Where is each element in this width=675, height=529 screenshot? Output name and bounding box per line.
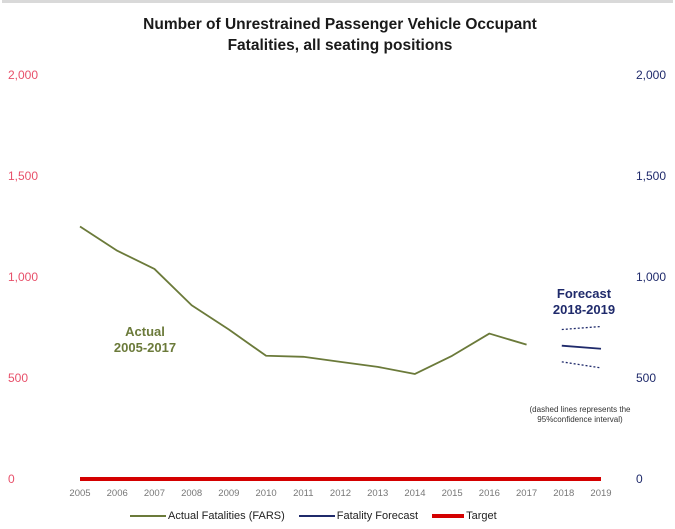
annotation-forecast-line2: 2018-2019 [553,302,615,317]
legend-swatch-actual [130,515,166,517]
right-tick-label: 2,000 [636,68,666,82]
chart-title-line2: Fatalities, all seating positions [227,37,453,54]
legend-swatch-target [432,514,465,518]
forecast-series [561,344,602,350]
x-tick-label: 2012 [330,488,351,499]
legend-swatch-forecast [298,515,335,517]
x-tick-label: 2007 [144,488,165,499]
actual-series [79,225,527,375]
chart-title-line1: Number of Unrestrained Passenger Vehicle… [143,16,537,33]
confidence-interval [561,325,602,369]
x-tick-label: 2019 [590,488,611,499]
x-tick-label: 2015 [442,488,463,499]
annotation-forecast-line1: Forecast [557,286,612,301]
x-axis: 2005 2006 2007 2008 2009 2010 2011 2012 2013 2014… [69,488,611,499]
right-tick-label: 1,500 [636,169,666,183]
right-tick-label: 500 [636,371,656,385]
ci-lower-line [561,361,602,369]
right-tick-label: 1,000 [636,270,666,284]
left-tick-label: 0 [8,472,15,486]
legend-item-forecast: Fatality Forecast [298,510,419,522]
right-tick-label: 0 [636,472,643,486]
legend: Actual Fatalities (FARS) Fatality Foreca… [130,510,511,522]
top-border [2,0,673,3]
x-tick-label: 2011 [293,488,313,499]
x-tick-label: 2016 [479,488,500,499]
x-tick-label: 2014 [404,488,425,499]
legend-label-target: Target [466,510,497,522]
chart-title: Number of Unrestrained Passenger Vehicle… [60,14,620,56]
annotation-actual-line1: Actual [125,324,165,339]
annotation-actual-line2: 2005-2017 [114,340,176,355]
annotation-ci-note-line1: (dashed lines represents the [530,405,632,414]
x-tick-label: 2018 [553,488,574,499]
left-tick-label: 2,000 [8,68,38,82]
left-axis: 0 500 1,000 1,500 2,000 [8,68,38,486]
x-tick-label: 2006 [107,488,128,499]
annotation-ci-note-line2: 95%confidence interval) [537,415,623,424]
legend-label-actual: Actual Fatalities (FARS) [168,510,285,522]
x-tick-label: 2009 [218,488,239,499]
left-tick-label: 1,500 [8,169,38,183]
legend-item-target: Target [432,510,497,522]
left-tick-label: 1,000 [8,270,38,284]
legend-label-forecast: Fatality Forecast [336,510,419,522]
ci-upper-line [561,325,602,331]
left-tick-label: 500 [8,371,28,385]
x-tick-label: 2013 [367,488,388,499]
actual-line [79,225,527,375]
right-axis: 0 500 1,000 1,500 2,000 [636,68,666,486]
legend-item-actual: Actual Fatalities (FARS) [130,510,285,522]
x-tick-label: 2010 [256,488,277,499]
x-tick-label: 2005 [69,488,90,499]
x-tick-label: 2008 [181,488,202,499]
forecast-line [561,344,602,350]
x-tick-label: 2017 [516,488,537,499]
